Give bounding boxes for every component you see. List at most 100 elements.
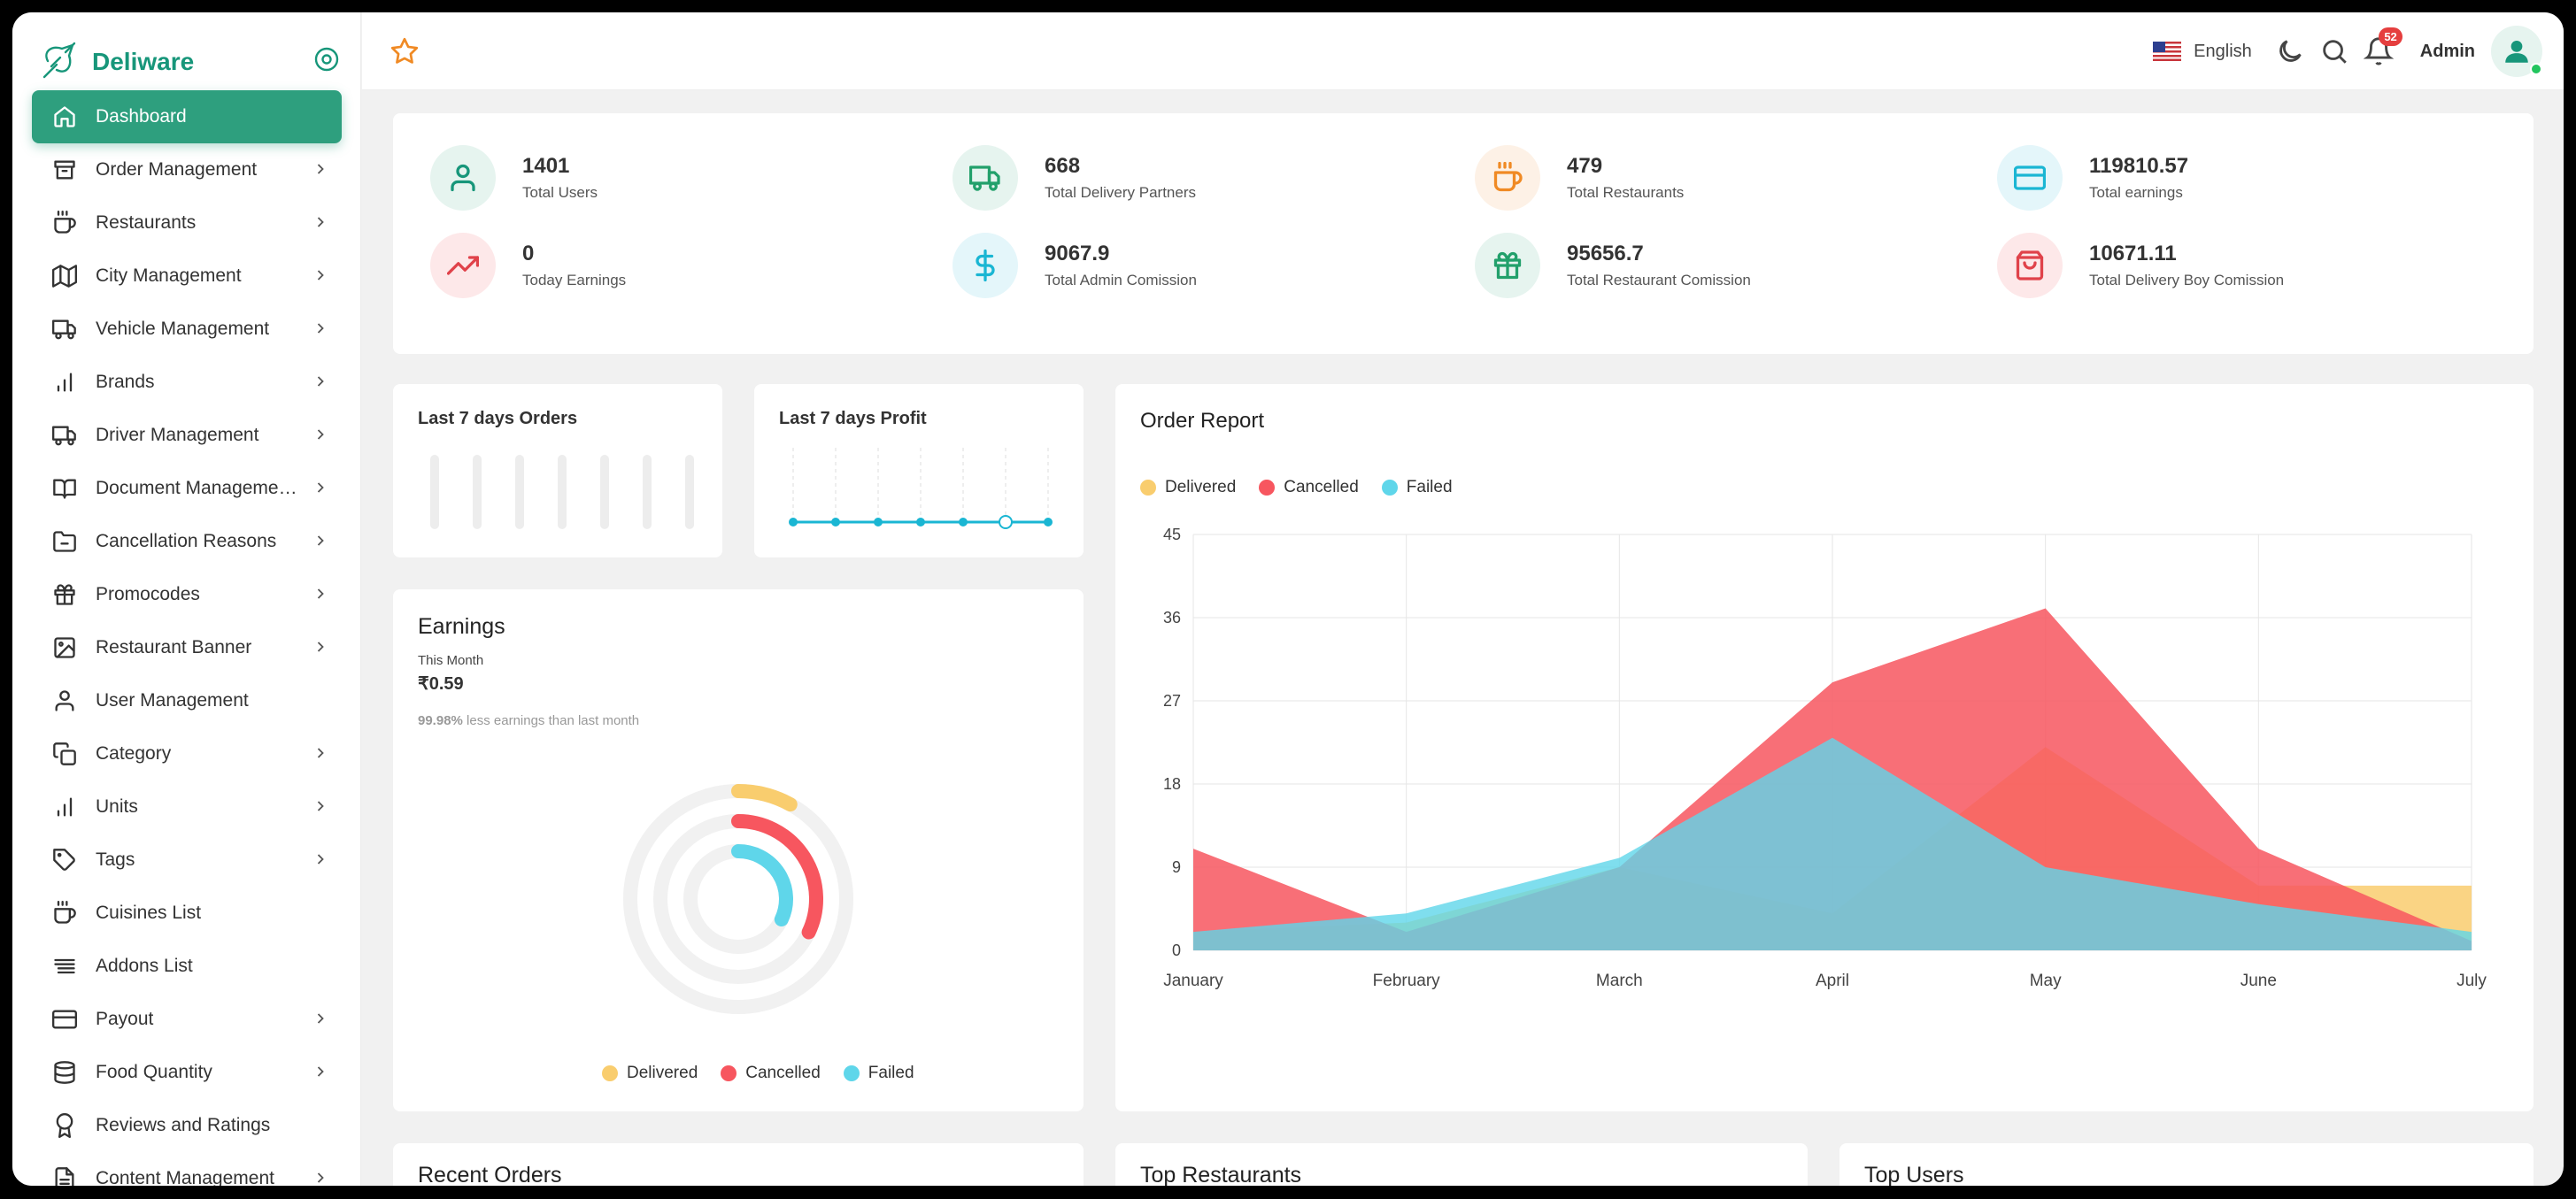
chevron-right-icon	[312, 213, 329, 231]
chevron-right-icon	[312, 319, 329, 337]
sidebar-item-food-quantity[interactable]: Food Quantity	[32, 1046, 342, 1099]
credit-card-icon	[1997, 145, 2063, 211]
sidebar-item-label: Restaurant Banner	[96, 637, 252, 657]
radial-bar-delivered[interactable]	[731, 784, 798, 812]
x-tick-label: April	[1816, 972, 1849, 990]
profit-point[interactable]	[831, 518, 840, 526]
legend-label-delivered[interactable]: Delivered	[1165, 478, 1237, 496]
sidebar-item-category[interactable]: Category	[32, 727, 342, 780]
x-tick-label: July	[2456, 972, 2487, 990]
x-tick-label: March	[1596, 972, 1643, 990]
sidebar-item-label: Cancellation Reasons	[96, 531, 277, 551]
orders-bar-track	[685, 455, 694, 529]
sidebar-item-document-manageme[interactable]: Document Manageme…	[32, 462, 342, 515]
language-selector[interactable]: English	[2194, 41, 2252, 61]
avatar[interactable]	[2491, 26, 2542, 77]
order-report-title: Order Report	[1140, 409, 1265, 433]
sidebar-item-tags[interactable]: Tags	[32, 834, 342, 887]
us-flag-icon[interactable]	[2153, 42, 2182, 61]
file-icon	[51, 1165, 78, 1186]
stat-value: 479	[1567, 154, 1603, 178]
sidebar-item-brands[interactable]: Brands	[32, 356, 342, 409]
sidebar-item-units[interactable]: Units	[32, 780, 342, 834]
orders-bar-track	[430, 455, 439, 529]
sidebar-item-reviews-and-ratings[interactable]: Reviews and Ratings	[32, 1099, 342, 1152]
sidebar-item-payout[interactable]: Payout	[32, 993, 342, 1046]
user-icon	[51, 688, 78, 714]
legend-label-cancelled[interactable]: Cancelled	[1284, 478, 1359, 496]
sidebar-item-order-management[interactable]: Order Management	[32, 143, 342, 196]
coffee-icon	[51, 900, 78, 926]
stat-value: 0	[522, 242, 535, 265]
database-icon	[51, 1059, 78, 1086]
brand[interactable]: Deliware	[39, 39, 194, 85]
earnings-amount: ₹0.59	[418, 674, 464, 694]
sidebar-item-driver-management[interactable]: Driver Management	[32, 409, 342, 462]
sidebar-item-dashboard[interactable]: Dashboard	[32, 90, 342, 143]
y-tick-label: 18	[1163, 775, 1181, 793]
star-icon[interactable]	[389, 35, 420, 67]
profit-point[interactable]	[999, 515, 1013, 529]
sidebar-item-vehicle-management[interactable]: Vehicle Management	[32, 303, 342, 356]
earnings-radial-chart	[623, 784, 853, 1014]
profit-point[interactable]	[789, 518, 798, 526]
sidebar-item-label: Category	[96, 743, 172, 764]
sidebar-item-promocodes[interactable]: Promocodes	[32, 568, 342, 621]
sidebar-item-label: Tags	[96, 849, 135, 870]
chevron-right-icon	[312, 1169, 329, 1186]
truck-icon	[51, 316, 78, 342]
credit-card-icon	[51, 1006, 78, 1033]
recent-orders-title: Recent Orders	[418, 1163, 562, 1186]
earnings-title: Earnings	[418, 614, 505, 639]
legend-label-failed[interactable]: Failed	[868, 1064, 914, 1082]
top-header: English 52 Admin	[362, 12, 2564, 90]
stat-total-users: 1401 Total Users	[430, 145, 598, 211]
y-tick-label: 0	[1172, 942, 1181, 959]
legend-dot-delivered	[1140, 480, 1156, 496]
orders-7days-title: Last 7 days Orders	[418, 409, 578, 428]
sidebar-item-restaurants[interactable]: Restaurants	[32, 196, 342, 250]
profit-point[interactable]	[959, 518, 968, 526]
sidebar-item-label: Units	[96, 796, 138, 817]
truck-icon	[51, 422, 78, 449]
moon-icon[interactable]	[2275, 36, 2305, 66]
sidebar-item-city-management[interactable]: City Management	[32, 250, 342, 303]
orders-bar-track	[643, 455, 652, 529]
sidebar-item-addons-list[interactable]: Addons List	[32, 940, 342, 993]
radial-bar-cancelled[interactable]	[731, 814, 823, 940]
stat-value: 668	[1045, 154, 1081, 178]
profit-point[interactable]	[916, 518, 925, 526]
sidebar-item-content-management[interactable]: Content Management	[32, 1152, 342, 1186]
area-series-failed[interactable]	[1193, 737, 2472, 950]
chevron-right-icon	[312, 638, 329, 656]
legend-dot-failed	[1381, 480, 1398, 496]
sidebar-toggle-icon[interactable]	[312, 44, 342, 74]
brand-name: Deliware	[92, 48, 195, 75]
x-tick-label: May	[2030, 972, 2062, 990]
sidebar-item-cancellation-reasons[interactable]: Cancellation Reasons	[32, 515, 342, 568]
user-name[interactable]: Admin	[2419, 41, 2475, 61]
legend-label-cancelled[interactable]: Cancelled	[745, 1064, 821, 1082]
sidebar-item-restaurant-banner[interactable]: Restaurant Banner	[32, 621, 342, 674]
home-icon	[51, 104, 78, 130]
copy-icon	[51, 741, 78, 767]
legend-label-delivered[interactable]: Delivered	[627, 1064, 698, 1082]
search-icon[interactable]	[2319, 36, 2349, 66]
sidebar-item-cuisines-list[interactable]: Cuisines List	[32, 887, 342, 940]
profit-point[interactable]	[874, 518, 883, 526]
bar-chart-icon	[51, 794, 78, 820]
sidebar-item-label: Reviews and Ratings	[96, 1115, 271, 1135]
sidebar-item-label: Food Quantity	[96, 1062, 212, 1082]
top-restaurants-card: Top Restaurants	[1115, 1143, 1808, 1186]
sidebar-item-label: Order Management	[96, 159, 258, 180]
bell-icon[interactable]: 52	[2363, 27, 2402, 66]
sidebar-item-label: Document Manageme…	[96, 478, 297, 498]
legend-label-failed[interactable]: Failed	[1406, 478, 1453, 496]
profit-point[interactable]	[1044, 518, 1053, 526]
shopping-bag-icon	[1997, 233, 2063, 298]
radial-bar-failed[interactable]	[731, 844, 793, 926]
gift-icon	[1475, 233, 1540, 298]
sidebar-item-user-management[interactable]: User Management	[32, 674, 342, 727]
bar-chart-icon	[51, 369, 78, 396]
earnings-change-pct: 99.98%	[418, 713, 463, 728]
